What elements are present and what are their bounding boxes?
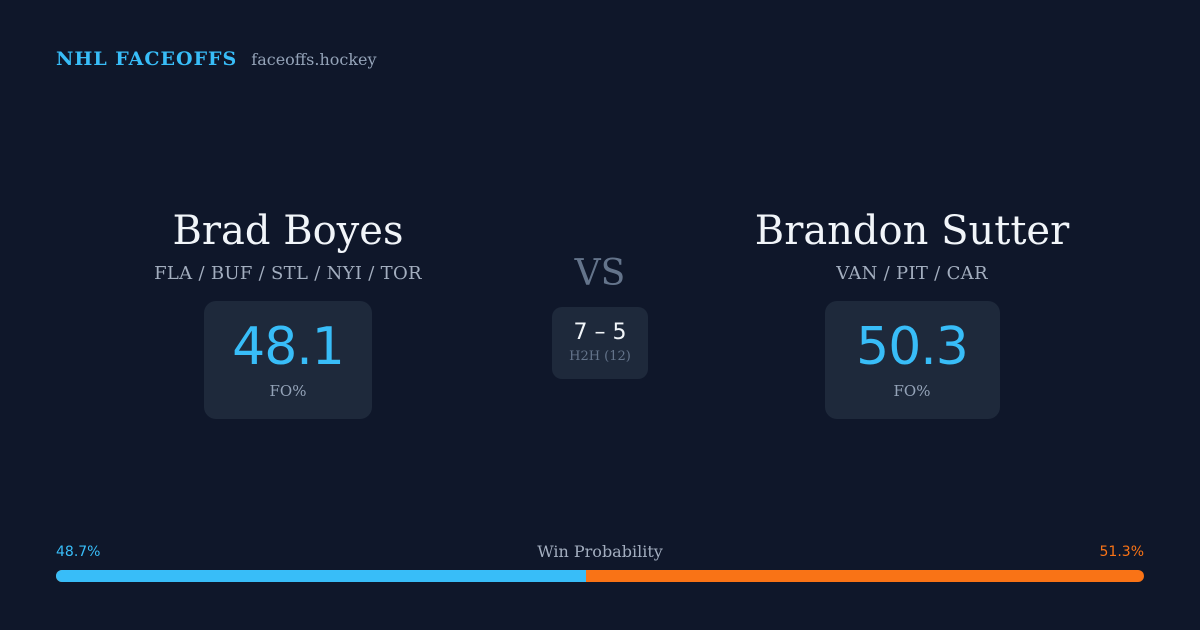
player-left-stat-label: FO% [269,382,307,400]
player-right-teams: VAN / PIT / CAR [836,263,988,284]
player-left-name: Brad Boyes [172,208,404,254]
player-right-card: Brandon Sutter VAN / PIT / CAR 50.3 FO% [692,205,1132,419]
win-probability-title: Win Probability [537,542,663,561]
brand-title: NHL FACEOFFS [56,48,238,70]
player-right-stat-value: 50.3 [856,317,969,377]
win-probability-bar [56,570,1144,582]
head-to-head-box: 7 – 5 H2H (12) [552,307,648,379]
player-right-stat-label: FO% [893,382,931,400]
player-left-stat-value: 48.1 [232,317,345,377]
player-left-teams: FLA / BUF / STL / NYI / TOR [154,263,422,284]
brand-header: NHL FACEOFFS faceoffs.hockey [56,48,377,74]
h2h-score: 7 – 5 [573,320,627,345]
player-right-stat-box: 50.3 FO% [824,301,1000,419]
win-probability-left-label: 48.7% [56,544,101,560]
h2h-label: H2H (12) [569,349,631,364]
win-probability-right-label: 51.3% [1099,544,1144,560]
player-left-stat-box: 48.1 FO% [204,301,372,419]
player-right-name: Brandon Sutter [754,208,1070,254]
brand-site: faceoffs.hockey [251,50,377,69]
win-probability-fill-left [56,570,586,582]
versus-label: VS [574,253,626,294]
player-left-card: Brad Boyes FLA / BUF / STL / NYI / TOR 4… [68,205,508,419]
